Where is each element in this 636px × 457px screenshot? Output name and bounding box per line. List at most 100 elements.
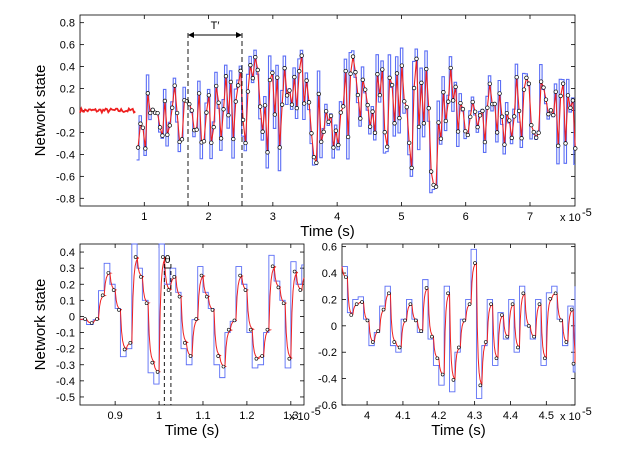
data-point [553,89,558,94]
data-point [326,119,331,125]
y-tick-label: -0.4 [56,376,75,388]
data-point [354,302,359,306]
data-point [267,77,273,83]
data-point [411,85,417,91]
data-point [344,275,348,279]
data-point [477,113,483,118]
data-point [226,113,231,118]
data-point [258,104,263,109]
data-point [302,101,307,106]
data-point [375,72,380,77]
data-point [548,296,553,301]
data-point [236,83,241,88]
data-point [174,110,180,116]
x-tick-label: 1.1 [195,410,210,422]
data-point [311,154,317,160]
data-point [336,142,341,148]
y-tick-label: -0.1 [56,328,75,340]
data-point [537,302,542,306]
y-tick-label: 0 [69,106,75,118]
data-point [233,99,238,104]
data-point [497,91,502,96]
series-pre-input-line [79,106,136,115]
data-point [172,83,177,88]
data-point [463,129,468,134]
data-point [341,104,346,109]
series-response-line [341,263,576,386]
data-point [157,125,163,130]
data-point [138,121,143,126]
data-point [166,288,171,292]
data-point [509,135,514,141]
data-point [419,329,423,334]
data-point [565,93,571,98]
data-point [538,79,544,84]
annotation-arrowhead-left [188,32,194,38]
data-point [248,63,253,68]
data-point [543,97,549,102]
data-point [413,318,418,323]
data-point [188,354,193,358]
y-tick-label: -0.3 [56,360,75,372]
data-point [419,80,424,85]
data-point [397,345,402,350]
data-point [414,56,419,61]
data-point [299,53,304,58]
y-tick-label: 0.6 [322,242,337,254]
data-point [494,130,500,135]
plot-frame-1 [79,243,305,406]
data-point [145,91,150,96]
data-point [162,98,168,104]
data-point [177,139,182,145]
annotation-arrowhead-right [236,32,242,38]
data-point [475,125,480,130]
data-point [387,75,392,80]
data-point [143,146,148,151]
data-point [270,70,275,76]
data-point [209,140,214,145]
data-point [316,91,321,97]
data-point [172,275,177,279]
data-point [409,165,414,171]
y-tick-label: -0.4 [56,149,75,161]
data-point [292,74,297,80]
data-point [404,104,409,110]
data-point [556,143,561,148]
data-point [429,169,434,174]
data-point [214,83,219,89]
data-point [284,93,290,98]
data-point [210,308,215,312]
data-point [238,68,243,74]
data-point [392,121,397,126]
x-tick-label: 5 [398,211,404,223]
x-exponent: x 10 [560,212,581,224]
data-point [306,100,312,105]
data-point [492,101,497,107]
data-point [453,84,458,89]
series-response-line [79,255,305,373]
data-point [541,85,546,90]
data-point [504,110,510,116]
x-tick-label: 4 [334,211,340,223]
data-point [255,67,260,73]
x-exponent: x 10 [289,411,310,423]
data-point [254,356,259,361]
x-axis-label: Time (s) [431,422,485,439]
x-exponent: x 10 [560,411,581,423]
data-point [416,124,422,130]
data-point [478,383,483,388]
data-point [571,361,576,366]
data-point [365,102,370,108]
y-tick-label: -0.2 [318,347,337,359]
data-point [370,340,375,344]
data-point [128,341,133,345]
data-point [272,112,277,117]
data-point [376,329,380,334]
data-point [276,285,281,290]
data-point [465,132,470,138]
y-tick-label: -0.2 [56,127,75,139]
data-point [201,139,207,144]
data-point [470,99,475,105]
x-exponent-power: -5 [582,207,592,219]
